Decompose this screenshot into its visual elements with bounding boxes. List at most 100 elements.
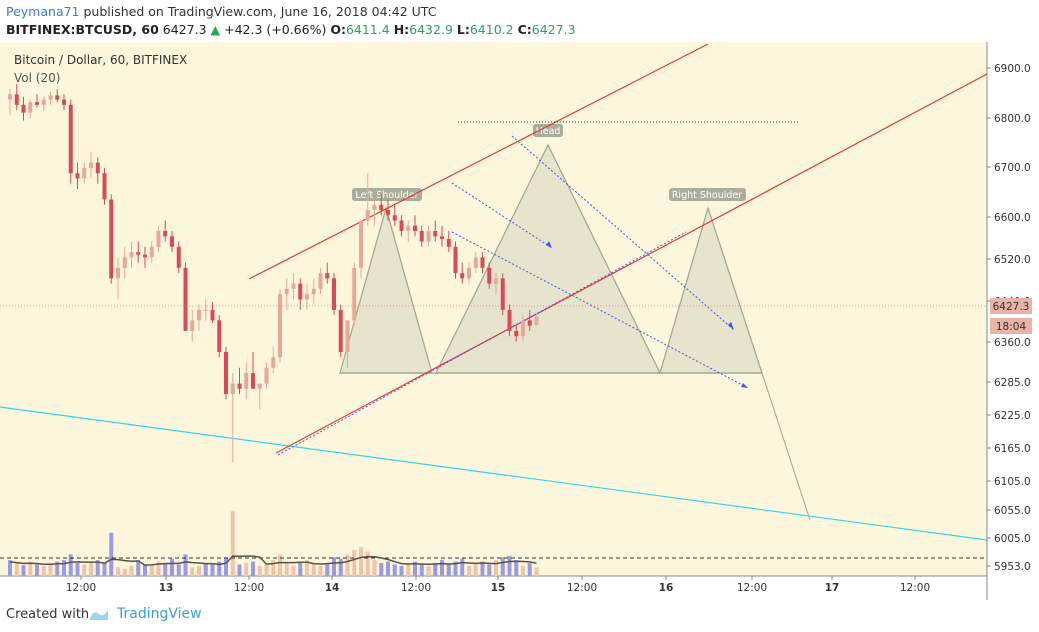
candle-body[interactable] [487,267,492,284]
volume-bar[interactable] [48,563,53,576]
volume-bar[interactable] [365,551,370,576]
volume-bar[interactable] [399,565,404,576]
volume-bar[interactable] [338,558,343,576]
volume-bar[interactable] [278,554,282,576]
volume-bar[interactable] [143,564,147,576]
volume-bar[interactable] [446,564,451,576]
candle-body[interactable] [68,104,73,174]
candle-body[interactable] [62,99,66,105]
volume-bar[interactable] [379,563,384,576]
volume-bar[interactable] [311,564,316,576]
volume-bar[interactable] [392,564,397,576]
candle-body[interactable] [318,273,323,289]
tradingview-brand[interactable]: TradingView [117,606,202,622]
candle-body[interactable] [426,231,431,242]
candle-body[interactable] [446,238,451,247]
volume-bar[interactable] [136,560,141,576]
volume-bar[interactable] [183,554,188,576]
candle-body[interactable] [217,320,222,352]
candle-body[interactable] [14,94,19,105]
volume-bar[interactable] [514,560,519,576]
volume-bar[interactable] [534,567,539,576]
candle-body[interactable] [345,320,350,352]
volume-bar[interactable] [217,561,222,576]
volume-bar[interactable] [89,561,93,576]
volume-bar[interactable] [190,567,195,576]
candle-body[interactable] [129,252,134,258]
candle-body[interactable] [116,267,120,279]
volume-bar[interactable] [156,561,161,576]
candle-body[interactable] [507,309,512,331]
volume-bar[interactable] [271,560,276,576]
volume-bar[interactable] [433,563,438,576]
volume-bar[interactable] [264,564,269,576]
candle-body[interactable] [95,162,100,174]
candle-body[interactable] [102,173,107,200]
projection-arrow-2[interactable] [511,135,735,331]
volume-bar[interactable] [521,565,525,576]
candle-body[interactable] [75,173,80,179]
candle-body[interactable] [271,357,276,368]
volume-bar[interactable] [345,554,350,576]
candle-body[interactable] [399,220,404,232]
volume-bar[interactable] [257,565,262,576]
candle-body[interactable] [122,257,127,268]
volume-bar[interactable] [82,564,87,576]
volume-bar[interactable] [28,561,33,576]
volume-bar[interactable] [122,568,127,576]
channel-upper-line[interactable] [248,43,709,280]
candle-body[interactable] [521,320,525,337]
candle-body[interactable] [264,367,269,384]
volume-bar[interactable] [494,560,498,576]
candle-body[interactable] [325,273,330,279]
volume-bar[interactable] [109,532,114,576]
candle-body[interactable] [392,215,397,221]
candle-body[interactable] [136,252,141,255]
volume-bar[interactable] [197,565,201,576]
candle-body[interactable] [305,294,309,300]
volume-bar[interactable] [325,563,330,576]
volume-bar[interactable] [8,560,12,576]
candle-body[interactable] [460,273,465,279]
candle-body[interactable] [48,95,53,100]
cyan-trendline[interactable] [0,406,988,541]
volume-bar[interactable] [305,560,309,576]
volume-bar[interactable] [224,557,228,576]
candle-body[interactable] [8,94,12,100]
candle-body[interactable] [251,373,255,389]
volume-bar[interactable] [352,550,357,576]
volume-bar[interactable] [460,558,465,576]
candle-body[interactable] [230,383,235,395]
volume-bar[interactable] [244,563,249,576]
volume-bar[interactable] [406,563,411,576]
volume-bar[interactable] [500,557,505,576]
volume-bar[interactable] [116,567,120,576]
volume-bar[interactable] [237,564,242,576]
volume-bar[interactable] [527,563,532,576]
candle-body[interactable] [534,316,539,325]
candle-body[interactable] [278,294,282,358]
candle-body[interactable] [433,231,438,237]
volume-series[interactable] [8,511,539,576]
candle-body[interactable] [41,99,46,105]
candle-body[interactable] [156,231,161,247]
volume-bar[interactable] [62,560,66,576]
volume-bar[interactable] [453,561,458,576]
candle-body[interactable] [143,254,147,258]
candle-body[interactable] [203,309,208,311]
candle-body[interactable] [28,102,33,113]
candle-body[interactable] [170,236,174,247]
candle-body[interactable] [244,373,249,389]
volume-bar[interactable] [21,565,26,576]
candle-body[interactable] [163,231,168,237]
volume-bar[interactable] [251,561,255,576]
candle-body[interactable] [352,267,357,321]
candle-body[interactable] [35,102,39,105]
candle-body[interactable] [467,267,471,279]
candle-body[interactable] [176,246,181,268]
volume-bar[interactable] [359,547,363,576]
candle-body[interactable] [332,278,336,310]
candle-body[interactable] [298,283,303,300]
volume-bar[interactable] [419,564,424,576]
volume-bar[interactable] [332,557,336,576]
